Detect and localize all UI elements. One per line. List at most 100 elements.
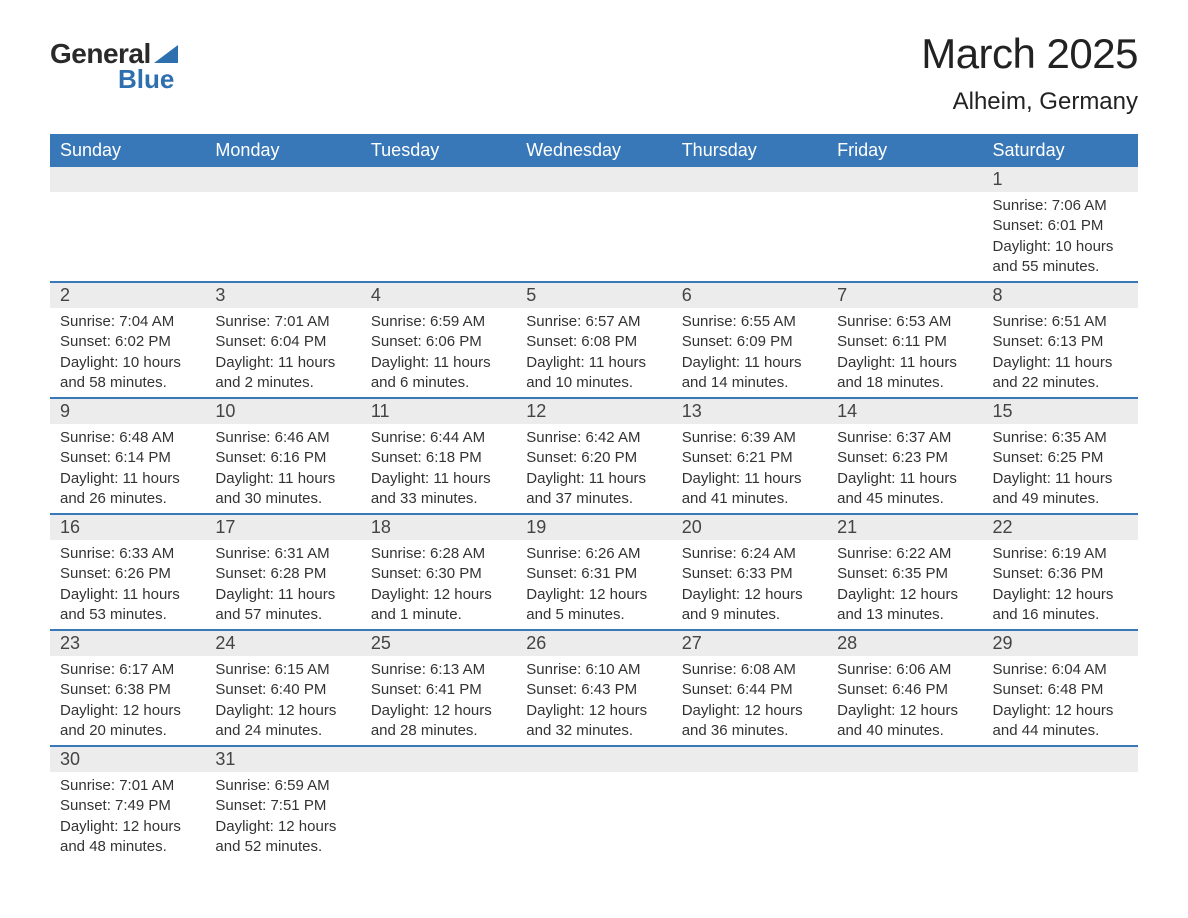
sunrise-text: Sunrise: 6:19 AM xyxy=(993,544,1128,564)
sunset-text: Sunset: 6:28 PM xyxy=(215,564,350,584)
sunrise-text: Sunrise: 6:28 AM xyxy=(371,544,506,564)
daylight-text: Daylight: 12 hours and 36 minutes. xyxy=(682,701,817,742)
daylight-text: Daylight: 10 hours and 55 minutes. xyxy=(993,237,1128,278)
sunset-text: Sunset: 6:14 PM xyxy=(60,448,195,468)
calendar-content-cell: Sunrise: 6:10 AMSunset: 6:43 PMDaylight:… xyxy=(516,656,671,746)
calendar-day-cell: 28 xyxy=(827,630,982,656)
daylight-text: Daylight: 11 hours and 2 minutes. xyxy=(215,353,350,394)
calendar-content-cell: Sunrise: 6:13 AMSunset: 6:41 PMDaylight:… xyxy=(361,656,516,746)
weekday-header: Thursday xyxy=(672,134,827,167)
daylight-text: Daylight: 12 hours and 20 minutes. xyxy=(60,701,195,742)
day-details: Sunrise: 6:39 AMSunset: 6:21 PMDaylight:… xyxy=(672,424,827,513)
calendar-day-cell xyxy=(827,746,982,772)
calendar-content-cell: Sunrise: 6:59 AMSunset: 7:51 PMDaylight:… xyxy=(205,772,360,861)
day-number: 11 xyxy=(361,399,516,424)
day-details: Sunrise: 6:48 AMSunset: 6:14 PMDaylight:… xyxy=(50,424,205,513)
day-details xyxy=(516,192,671,272)
sunset-text: Sunset: 6:21 PM xyxy=(682,448,817,468)
sunrise-text: Sunrise: 6:48 AM xyxy=(60,428,195,448)
sunrise-text: Sunrise: 6:31 AM xyxy=(215,544,350,564)
day-number xyxy=(827,167,982,191)
sunset-text: Sunset: 6:41 PM xyxy=(371,680,506,700)
calendar-content-cell: Sunrise: 6:26 AMSunset: 6:31 PMDaylight:… xyxy=(516,540,671,630)
calendar-content-row: Sunrise: 6:48 AMSunset: 6:14 PM Daylight:… xyxy=(50,424,1138,514)
calendar-content-cell xyxy=(361,192,516,282)
calendar-body: 1Sunrise: 7:06 AMSunset: 6:01 PMDaylight… xyxy=(50,167,1138,861)
calendar-day-cell xyxy=(827,167,982,192)
day-number: 7 xyxy=(827,283,982,308)
calendar-day-cell xyxy=(516,167,671,192)
day-details xyxy=(361,192,516,272)
sunset-text: Sunset: 6:46 PM xyxy=(837,680,972,700)
day-details: Sunrise: 7:06 AMSunset: 6:01 PMDaylight:… xyxy=(983,192,1138,281)
day-details: Sunrise: 6:19 AMSunset: 6:36 PMDaylight:… xyxy=(983,540,1138,629)
calendar-content-cell xyxy=(361,772,516,861)
calendar-content-cell xyxy=(983,772,1138,861)
calendar-content-cell: Sunrise: 7:01 AMSunset: 6:04 PMDaylight:… xyxy=(205,308,360,398)
day-details: Sunrise: 7:01 AMSunset: 7:49 PMDaylight:… xyxy=(50,772,205,861)
day-number: 21 xyxy=(827,515,982,540)
day-number xyxy=(672,167,827,191)
calendar-content-cell: Sunrise: 6:06 AMSunset: 6:46 PMDaylight:… xyxy=(827,656,982,746)
sunrise-text: Sunrise: 6:15 AM xyxy=(215,660,350,680)
day-number: 2 xyxy=(50,283,205,308)
day-number xyxy=(50,167,205,191)
calendar-content-cell: Sunrise: 6:08 AMSunset: 6:44 PMDaylight:… xyxy=(672,656,827,746)
calendar-content-cell: Sunrise: 6:57 AMSunset: 6:08 PMDaylight:… xyxy=(516,308,671,398)
sunset-text: Sunset: 6:04 PM xyxy=(215,332,350,352)
sunset-text: Sunset: 6:23 PM xyxy=(837,448,972,468)
calendar-content-cell: Sunrise: 6:51 AMSunset: 6:13 PMDaylight:… xyxy=(983,308,1138,398)
day-number: 5 xyxy=(516,283,671,308)
day-number: 20 xyxy=(672,515,827,540)
day-details xyxy=(516,772,671,792)
calendar-content-cell: Sunrise: 6:22 AMSunset: 6:35 PMDaylight:… xyxy=(827,540,982,630)
sunrise-text: Sunrise: 6:37 AM xyxy=(837,428,972,448)
day-details: Sunrise: 6:08 AMSunset: 6:44 PMDaylight:… xyxy=(672,656,827,745)
daylight-text: Daylight: 12 hours and 16 minutes. xyxy=(993,585,1128,626)
sunrise-text: Sunrise: 6:13 AM xyxy=(371,660,506,680)
calendar-table: Sunday Monday Tuesday Wednesday Thursday… xyxy=(50,134,1138,861)
calendar-day-cell: 12 xyxy=(516,398,671,424)
day-number: 24 xyxy=(205,631,360,656)
day-details xyxy=(50,192,205,272)
day-number: 29 xyxy=(983,631,1138,656)
sunrise-text: Sunrise: 7:01 AM xyxy=(215,312,350,332)
daylight-text: Daylight: 12 hours and 13 minutes. xyxy=(837,585,972,626)
daylight-text: Daylight: 11 hours and 57 minutes. xyxy=(215,585,350,626)
sunrise-text: Sunrise: 6:08 AM xyxy=(682,660,817,680)
sunset-text: Sunset: 6:44 PM xyxy=(682,680,817,700)
day-details: Sunrise: 7:04 AMSunset: 6:02 PMDaylight:… xyxy=(50,308,205,397)
calendar-day-cell: 13 xyxy=(672,398,827,424)
sunrise-text: Sunrise: 6:44 AM xyxy=(371,428,506,448)
sunrise-text: Sunrise: 6:55 AM xyxy=(682,312,817,332)
day-number: 13 xyxy=(672,399,827,424)
daylight-text: Daylight: 11 hours and 33 minutes. xyxy=(371,469,506,510)
logo-text-blue: Blue xyxy=(118,64,174,95)
day-number: 25 xyxy=(361,631,516,656)
title-block: March 2025 Alheim, Germany xyxy=(921,30,1138,116)
day-number: 23 xyxy=(50,631,205,656)
calendar-day-cell: 18 xyxy=(361,514,516,540)
calendar-day-cell: 4 xyxy=(361,282,516,308)
weekday-header: Wednesday xyxy=(516,134,671,167)
calendar-day-cell: 16 xyxy=(50,514,205,540)
sunrise-text: Sunrise: 6:53 AM xyxy=(837,312,972,332)
day-number xyxy=(516,167,671,191)
sunset-text: Sunset: 6:31 PM xyxy=(526,564,661,584)
weekday-header: Sunday xyxy=(50,134,205,167)
calendar-content-cell: Sunrise: 6:33 AMSunset: 6:26 PMDaylight:… xyxy=(50,540,205,630)
month-title: March 2025 xyxy=(921,30,1138,78)
day-number xyxy=(205,167,360,191)
daylight-text: Daylight: 12 hours and 40 minutes. xyxy=(837,701,972,742)
day-number: 14 xyxy=(827,399,982,424)
day-details: Sunrise: 6:22 AMSunset: 6:35 PMDaylight:… xyxy=(827,540,982,629)
calendar-day-cell: 20 xyxy=(672,514,827,540)
sunrise-text: Sunrise: 6:22 AM xyxy=(837,544,972,564)
sunset-text: Sunset: 6:11 PM xyxy=(837,332,972,352)
day-details xyxy=(361,772,516,792)
day-details: Sunrise: 6:17 AMSunset: 6:38 PMDaylight:… xyxy=(50,656,205,745)
calendar-content-cell: Sunrise: 6:04 AMSunset: 6:48 PMDaylight:… xyxy=(983,656,1138,746)
calendar-content-cell xyxy=(672,772,827,861)
sunrise-text: Sunrise: 6:57 AM xyxy=(526,312,661,332)
sunset-text: Sunset: 6:36 PM xyxy=(993,564,1128,584)
